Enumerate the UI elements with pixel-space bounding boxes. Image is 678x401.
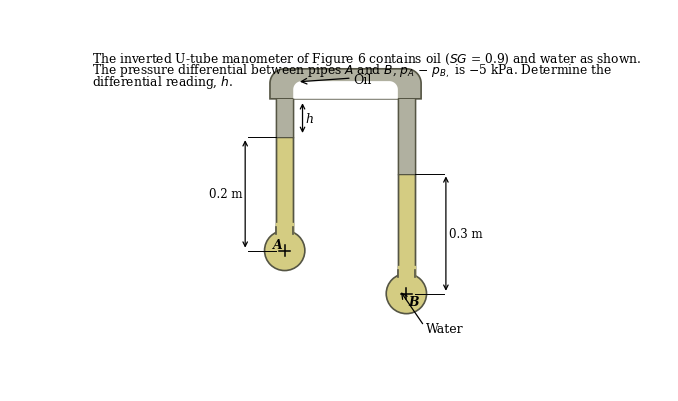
Polygon shape — [276, 99, 293, 138]
Circle shape — [264, 231, 305, 271]
Polygon shape — [398, 99, 415, 174]
Polygon shape — [276, 99, 293, 138]
Polygon shape — [398, 174, 415, 275]
Text: differential reading, $h$.: differential reading, $h$. — [92, 74, 234, 91]
Polygon shape — [398, 99, 415, 174]
Text: h: h — [306, 112, 314, 125]
Text: The inverted U-tube manometer of Figure 6 contains oil ($SG$ = 0.9) and water as: The inverted U-tube manometer of Figure … — [92, 51, 642, 68]
Text: 0.2 m: 0.2 m — [209, 188, 242, 201]
Polygon shape — [293, 82, 398, 99]
Polygon shape — [276, 138, 293, 233]
Text: B: B — [408, 296, 418, 308]
Circle shape — [386, 274, 426, 314]
Text: 0.3 m: 0.3 m — [449, 227, 483, 241]
Text: Water: Water — [426, 322, 463, 335]
Text: A: A — [273, 238, 282, 251]
Polygon shape — [270, 70, 421, 99]
Text: The pressure differential between pipes $A$ and $B$, $p_A$ − $p_{B,}$ is −5 kPa.: The pressure differential between pipes … — [92, 63, 613, 80]
Text: Oil: Oil — [353, 74, 372, 87]
